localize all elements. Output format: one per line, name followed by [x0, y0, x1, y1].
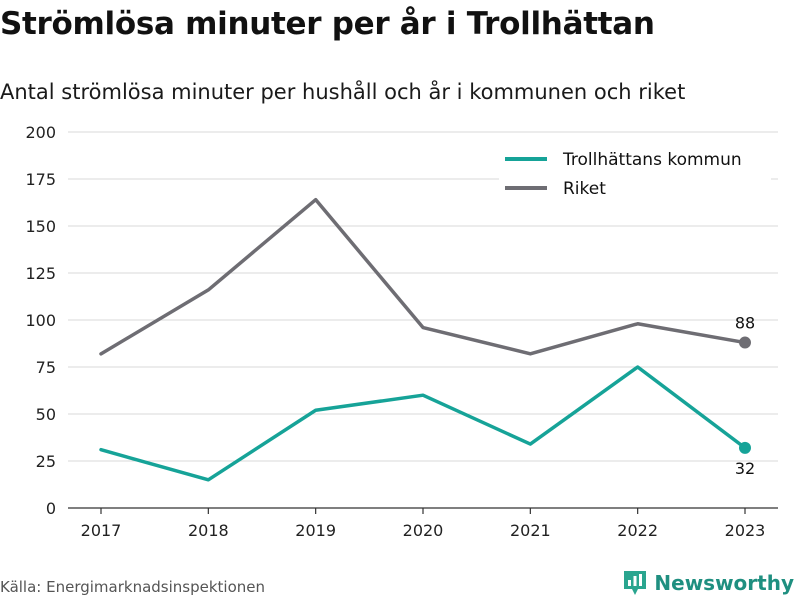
brand-name: Newsworthy	[654, 571, 794, 595]
x-tick-label: 2018	[188, 521, 229, 540]
gridlines	[68, 131, 778, 462]
series-end-point	[739, 336, 751, 349]
source-note: Källa: Energimarknadsinspektionen	[0, 578, 266, 596]
bar-chart-icon	[624, 571, 647, 595]
x-axis-ticks: 2017 2018 2019 2020 2021 2022 2023	[68, 507, 778, 540]
brand-logo[interactable]: Newsworthy	[622, 569, 794, 597]
y-axis-ticks: 0 25 50 75 100 125 150 175 200	[25, 123, 56, 518]
legend-background	[499, 141, 771, 205]
x-tick-label: 2019	[295, 521, 336, 540]
y-tick-label: 125	[25, 264, 56, 283]
y-tick-label: 200	[25, 123, 56, 142]
x-tick-label: 2022	[617, 521, 658, 540]
y-tick-label: 175	[25, 170, 56, 189]
series-end-point	[739, 441, 751, 454]
x-tick-label: 2023	[725, 521, 766, 540]
legend-label: Riket	[563, 179, 606, 199]
chart-subtitle: Antal strömlösa minuter per hushåll och …	[0, 80, 686, 104]
legend-label: Trollhättans kommun	[562, 150, 742, 170]
y-tick-label: 100	[25, 311, 56, 330]
x-tick-label: 2021	[510, 521, 551, 540]
series-line	[99, 197, 747, 356]
x-tick-label: 2020	[403, 521, 444, 540]
y-tick-label: 75	[36, 358, 56, 377]
y-tick-label: 50	[36, 405, 56, 424]
series-line	[99, 365, 747, 482]
y-tick-label: 25	[36, 452, 56, 471]
y-tick-label: 0	[46, 499, 56, 518]
end-value-label: 88	[735, 314, 755, 333]
end-value-label: 32	[735, 459, 755, 478]
chart-title: Strömlösa minuter per år i Trollhättan	[0, 6, 655, 42]
x-tick-label: 2017	[81, 521, 122, 540]
series-lines: 88 32	[99, 197, 755, 482]
legend: Trollhättans kommun Riket	[499, 141, 771, 205]
y-tick-label: 150	[25, 217, 56, 236]
